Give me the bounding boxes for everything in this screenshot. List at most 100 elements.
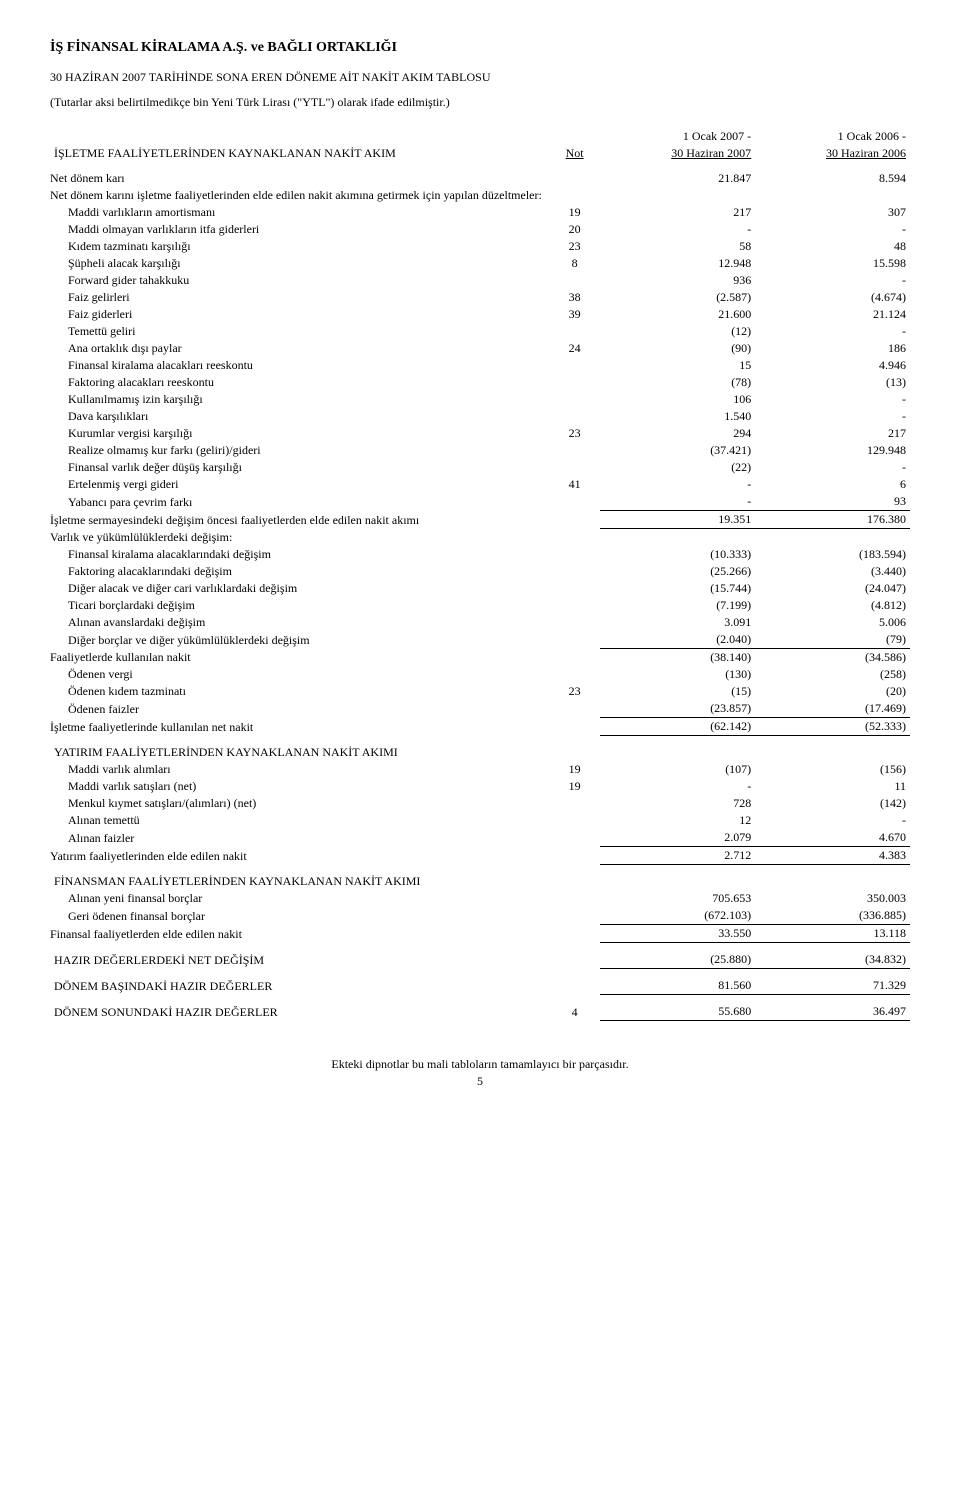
row-value-2007: 217	[600, 204, 755, 221]
row-note-ref: 4	[549, 1003, 601, 1021]
table-row: Diğer borçlar ve diğer yükümlülüklerdeki…	[50, 631, 910, 649]
row-value-2007: 12	[600, 812, 755, 829]
row-value-2006: 307	[755, 204, 910, 221]
table-row: Faiz gelirleri38(2.587)(4.674)	[50, 289, 910, 306]
row-value-2007: (23.857)	[600, 700, 755, 718]
row-note-ref	[549, 718, 601, 736]
row-value-2007: 21.600	[600, 306, 755, 323]
row-note-ref	[549, 829, 601, 847]
row-label: Ödenen vergi	[50, 666, 549, 683]
row-value-2006: 6	[755, 476, 910, 493]
row-value-2007: 294	[600, 425, 755, 442]
section-heading: İŞLETME FAALİYETLERİNDEN KAYNAKLANAN NAK…	[50, 145, 549, 162]
row-value-2006: 13.118	[755, 925, 910, 943]
table-row: Finansal kiralama alacakları reeskontu15…	[50, 357, 910, 374]
row-value-2007: 58	[600, 238, 755, 255]
row-value-2006: (79)	[755, 631, 910, 649]
row-label: Diğer borçlar ve diğer yükümlülüklerdeki…	[50, 631, 549, 649]
row-value-2007: -	[600, 493, 755, 511]
row-note-ref	[549, 977, 601, 995]
table-row: Ödenen faizler(23.857)(17.469)	[50, 700, 910, 718]
table-row: Şüpheli alacak karşılığı812.94815.598	[50, 255, 910, 272]
row-value-2006: 93	[755, 493, 910, 511]
row-label: Ana ortaklık dışı paylar	[50, 340, 549, 357]
row-value-2006: -	[755, 391, 910, 408]
table-row: Finansal faaliyetlerden elde edilen naki…	[50, 925, 910, 943]
row-value-2006: -	[755, 459, 910, 476]
row-note-ref	[549, 493, 601, 511]
table-row: Alınan avanslardaki değişim3.0915.006	[50, 614, 910, 631]
row-label: Faktoring alacaklarındaki değişim	[50, 563, 549, 580]
row-value-2006: (142)	[755, 795, 910, 812]
row-note-ref: 38	[549, 289, 601, 306]
total-row: HAZIR DEĞERLERDEKİ NET DEĞİŞİM(25.880)(3…	[50, 951, 910, 969]
row-note-ref	[549, 614, 601, 631]
row-value-2006: (3.440)	[755, 563, 910, 580]
row-value-2006: -	[755, 812, 910, 829]
row-value-2006: 176.380	[755, 511, 910, 529]
row-value-2006: 4.383	[755, 847, 910, 865]
row-value-2007: 3.091	[600, 614, 755, 631]
row-note-ref	[549, 847, 601, 865]
row-value-2006: -	[755, 408, 910, 425]
row-note-ref: 19	[549, 778, 601, 795]
row-value-2007: (130)	[600, 666, 755, 683]
col-period2-top: 1 Ocak 2006 -	[755, 128, 910, 145]
row-label: Kıdem tazminatı karşılığı	[50, 238, 549, 255]
row-label: Alınan yeni finansal borçlar	[50, 890, 549, 907]
row-note-ref	[549, 631, 601, 649]
row-note-ref: 24	[549, 340, 601, 357]
row-label: Kullanılmamış izin karşılığı	[50, 391, 549, 408]
row-value-2007: (25.880)	[600, 951, 755, 969]
row-value-2006: (258)	[755, 666, 910, 683]
table-row: Menkul kıymet satışları/(alımları) (net)…	[50, 795, 910, 812]
row-label: Temettü geliri	[50, 323, 549, 340]
table-row: Ödenen kıdem tazminatı23(15)(20)	[50, 683, 910, 700]
row-label: Diğer alacak ve diğer cari varlıklardaki…	[50, 580, 549, 597]
row-value-2006: 4.946	[755, 357, 910, 374]
row-value-2006: 4.670	[755, 829, 910, 847]
table-row: Forward gider tahakkuku936-	[50, 272, 910, 289]
row-value-2006: 350.003	[755, 890, 910, 907]
currency-note: (Tutarlar aksi belirtilmedikçe bin Yeni …	[50, 95, 910, 110]
row-value-2007: (22)	[600, 459, 755, 476]
row-value-2006: (34.832)	[755, 951, 910, 969]
table-row: Temettü geliri (12)-	[50, 323, 910, 340]
table-row: Geri ödenen finansal borçlar(672.103)(33…	[50, 907, 910, 925]
row-label: Faaliyetlerde kullanılan nakit	[50, 649, 549, 667]
row-label: İşletme faaliyetlerinde kullanılan net n…	[50, 718, 549, 736]
table-row: Alınan yeni finansal borçlar705.653350.0…	[50, 890, 910, 907]
row-label: Alınan temettü	[50, 812, 549, 829]
row-label: Finansal kiralama alacaklarındaki değişi…	[50, 546, 549, 563]
row-value-2006: (4.812)	[755, 597, 910, 614]
row-value-2006: -	[755, 323, 910, 340]
row-note-ref	[549, 666, 601, 683]
row-label: Menkul kıymet satışları/(alımları) (net)	[50, 795, 549, 812]
row-label: Ödenen faizler	[50, 700, 549, 718]
row-value-2006: (24.047)	[755, 580, 910, 597]
table-row: Net dönem karını işletme faaliyetlerinde…	[50, 187, 910, 204]
row-value-2007: 19.351	[600, 511, 755, 529]
row-value-2007: (15.744)	[600, 580, 755, 597]
total-row: DÖNEM BAŞINDAKİ HAZIR DEĞERLER81.56071.3…	[50, 977, 910, 995]
row-note-ref	[549, 580, 601, 597]
row-value-2007: (15)	[600, 683, 755, 700]
row-label: DÖNEM SONUNDAKİ HAZIR DEĞERLER	[50, 1003, 549, 1021]
row-label: Finansal varlık değer düşüş karşılığı	[50, 459, 549, 476]
table-row: Yatırım faaliyetlerinden elde edilen nak…	[50, 847, 910, 865]
row-note-ref	[549, 907, 601, 925]
table-row: Maddi varlık satışları (net)19-11	[50, 778, 910, 795]
row-label: Faiz giderleri	[50, 306, 549, 323]
row-value-2006: 129.948	[755, 442, 910, 459]
row-value-2007: (10.333)	[600, 546, 755, 563]
row-value-2006: 71.329	[755, 977, 910, 995]
row-label: Realize olmamış kur farkı (geliri)/gider…	[50, 442, 549, 459]
row-value-2007: (2.587)	[600, 289, 755, 306]
row-value-2007: (12)	[600, 323, 755, 340]
section-heading: YATIRIM FAALİYETLERİNDEN KAYNAKLANAN NAK…	[50, 744, 910, 761]
row-value-2007: (78)	[600, 374, 755, 391]
table-row: Maddi olmayan varlıkların itfa giderleri…	[50, 221, 910, 238]
row-value-2007: 55.680	[600, 1003, 755, 1021]
table-row: Alınan faizler2.0794.670	[50, 829, 910, 847]
table-row: Dava karşılıkları1.540-	[50, 408, 910, 425]
